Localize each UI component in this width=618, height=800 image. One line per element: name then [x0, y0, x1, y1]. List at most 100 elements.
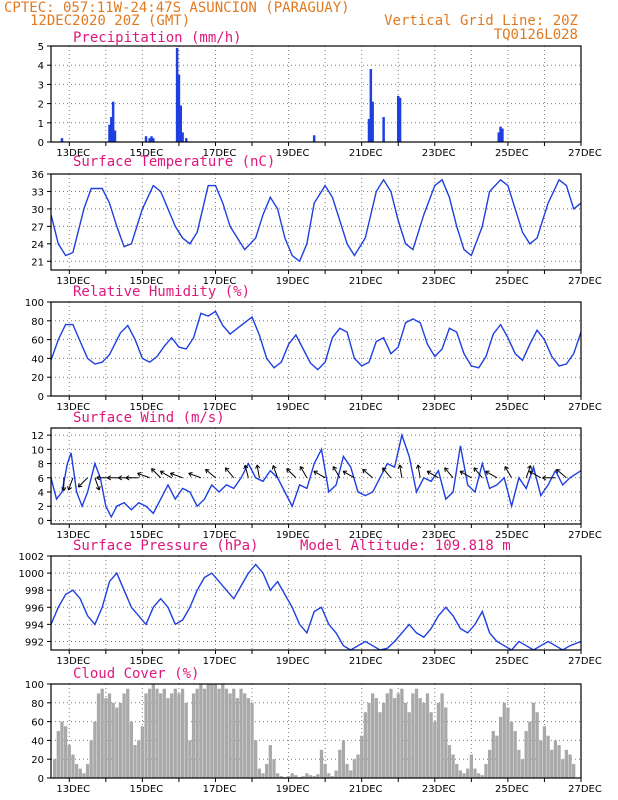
precip-xtick-label: 15DEC	[130, 148, 164, 159]
wind-vector-head	[426, 470, 432, 476]
wind-vector	[286, 468, 297, 479]
cloud-bar	[524, 731, 528, 778]
cloud-bar	[232, 688, 236, 778]
wind-vector	[529, 470, 542, 479]
wind-vector-head	[205, 468, 210, 474]
wind-ytick-label: 4	[38, 488, 44, 499]
cloud-ytick-label: 80	[31, 699, 44, 710]
wind-vector-head	[118, 475, 123, 481]
cloud-bar	[162, 688, 166, 778]
pres-ytick-label: 992	[25, 637, 44, 648]
wind-vector	[382, 467, 392, 479]
cloud-bar	[224, 688, 229, 778]
pres-xtick-label: 21DEC	[349, 656, 383, 667]
precip-bar	[144, 136, 148, 142]
wind-vector-head	[473, 467, 478, 472]
cloud-bar	[93, 721, 97, 778]
wind-vector-head	[362, 468, 367, 474]
cloud-bar	[345, 763, 349, 778]
cloud-bar	[191, 693, 196, 778]
cloud-bar	[400, 688, 404, 778]
wind-ytick-label: 10	[31, 445, 44, 456]
rh-xtick-label: 13DEC	[56, 402, 90, 413]
wind-vector-head	[243, 464, 249, 470]
cloud-bar	[319, 749, 324, 778]
cloud-bar	[506, 707, 510, 778]
precip-bar	[108, 124, 111, 142]
cloud-ytick-label: 40	[31, 736, 44, 747]
cloud-bar	[363, 712, 367, 778]
cloud-bar	[129, 721, 134, 778]
cloud-bar	[374, 698, 378, 778]
pres-xtick-label: 19DEC	[276, 656, 310, 667]
cloud-bar	[440, 693, 444, 778]
wind-vector	[417, 464, 421, 478]
cloud-bar	[56, 731, 60, 778]
cloud-bar	[166, 698, 170, 778]
rh-ytick-label: 20	[31, 373, 44, 384]
cloud-bar	[433, 721, 437, 778]
cloud-bar	[206, 684, 210, 778]
wind-vector	[504, 466, 512, 479]
cloud-bar	[60, 721, 64, 778]
pres-ytick-label: 998	[25, 586, 44, 597]
rh-ytick-label: 60	[31, 336, 44, 347]
pres-xtick-label: 15DEC	[130, 656, 164, 667]
wind-xtick-label: 19DEC	[276, 530, 310, 541]
wind-ytick-label: 6	[38, 474, 44, 485]
wind-vector-head	[342, 470, 348, 476]
cloud-bar	[316, 774, 320, 778]
wind-vector-head	[159, 470, 165, 476]
wind-vector-head	[444, 467, 449, 472]
wind-vector-head	[95, 485, 101, 491]
wind-vector-head	[125, 475, 130, 481]
precip-bar	[110, 117, 113, 142]
cloud-bar	[261, 773, 265, 778]
precip-bar	[371, 101, 374, 142]
cloud-bar	[246, 698, 251, 778]
precip-panel: Precipitation (mm/h) 0 1 2 3 4 5 13DEC 15DEC 17DE…	[38, 30, 602, 159]
wind-ytick-label: 0	[38, 516, 44, 527]
wind-vector-head	[542, 475, 547, 481]
cloud-bar	[458, 770, 463, 778]
rh-xtick-label: 21DEC	[349, 402, 383, 413]
rh-frame	[50, 301, 582, 397]
cloud-bar	[429, 712, 433, 778]
wind-xtick-label: 27DEC	[568, 530, 602, 541]
wind-vector	[299, 466, 308, 479]
cloud-bar	[531, 702, 536, 778]
wind-vector-head	[397, 464, 403, 469]
wind-vector-head	[382, 467, 387, 472]
cloud-bar	[180, 688, 185, 778]
wind-xtick-label: 23DEC	[422, 530, 456, 541]
cloud-ytick-label: 100	[25, 680, 44, 691]
wind-xtick-label: 25DEC	[495, 530, 529, 541]
cloud-bar	[67, 745, 71, 778]
cloud-bar	[126, 688, 130, 778]
precip-bar	[177, 74, 181, 142]
cloud-bar	[403, 702, 408, 778]
pres-panel: Surface Pressure (hPa) Model Altitude: 10…	[19, 538, 602, 667]
precip-xtick-label: 23DEC	[422, 148, 456, 159]
rh-series-line	[51, 310, 581, 371]
cloud-bar	[568, 754, 572, 778]
rh-title: Relative Humidity (%)	[73, 284, 250, 300]
pres-series-line	[51, 563, 581, 650]
wind-xtick-label: 21DEC	[349, 530, 383, 541]
cloud-bar	[155, 688, 159, 778]
precip-bar	[398, 97, 402, 142]
temp-xtick-label: 27DEC	[568, 276, 602, 287]
wind-vector-head	[271, 465, 277, 470]
cloud-bar	[140, 726, 145, 778]
pres-xtick-label: 23DEC	[422, 656, 456, 667]
cloud-bar	[546, 735, 550, 778]
rh-ytick-label: 80	[31, 317, 44, 328]
cloud-bar	[74, 763, 79, 778]
cloud-bar	[513, 731, 517, 778]
precip-bar	[111, 101, 115, 142]
cloud-xtick-label: 27DEC	[568, 784, 602, 795]
cloud-bar	[436, 702, 441, 778]
cloud-bar	[520, 759, 525, 778]
cloud-xtick-label: 13DEC	[56, 784, 90, 795]
cloud-bar	[502, 702, 506, 778]
